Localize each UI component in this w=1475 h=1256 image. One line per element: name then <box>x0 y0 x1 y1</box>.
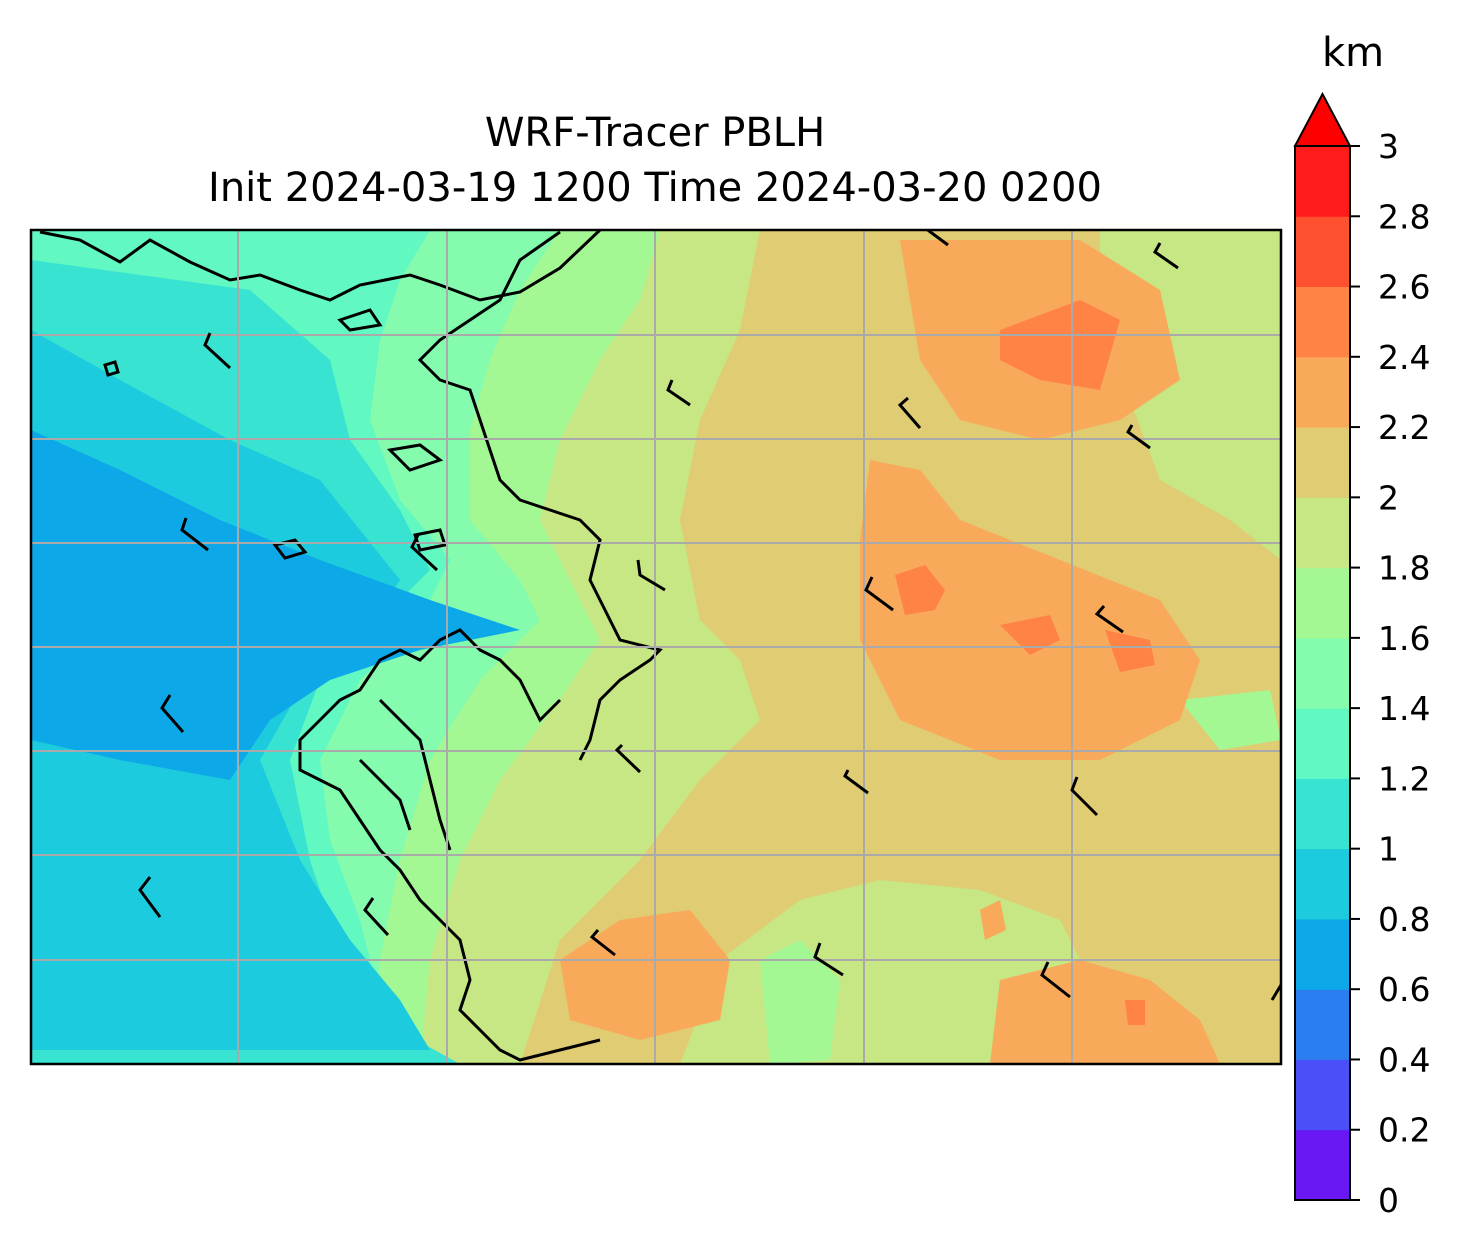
colorbar-swatch <box>1295 1129 1350 1201</box>
colorbar-tick-label: 2 <box>1378 478 1399 517</box>
colorbar-unit-label: km <box>1322 30 1385 76</box>
field-2p4-max-c <box>895 565 945 615</box>
colorbar-swatch <box>1295 637 1350 709</box>
field-2p2-se <box>990 960 1220 1064</box>
colorbar-tick-label: 2.6 <box>1378 268 1430 307</box>
colorbar-swatch <box>1295 146 1350 217</box>
colorbar-swatch <box>1295 567 1350 639</box>
colorbar-swatch <box>1295 427 1350 498</box>
colorbar-tick-label: 1.8 <box>1378 549 1430 588</box>
colorbar-tick-label: 1.4 <box>1378 689 1430 728</box>
colorbar: 0 0.2 0.4 0.6 0.8 1 1.2 1.4 1.6 1.8 2 2.2 2.4 2.6 2.8 3 <box>1293 91 1430 1220</box>
coastline-island1 <box>272 538 308 560</box>
coastline-main <box>39 230 663 1062</box>
colorbar-tick-label: 1 <box>1378 830 1399 869</box>
colorbar-swatch <box>1295 286 1350 358</box>
wind-barb <box>897 396 922 429</box>
field-2p4-max-e <box>1000 615 1060 655</box>
wind-barb <box>1153 242 1179 270</box>
colorbar-swatch <box>1295 778 1350 850</box>
colorbar-tick-label: 0 <box>1378 1181 1399 1220</box>
colorbar-swatch <box>1295 356 1350 428</box>
wind-barb <box>636 559 666 592</box>
map-subtitle: Init 2024-03-19 1200 Time 2024-03-20 020… <box>208 165 1102 211</box>
colorbar-tick-label: 0.2 <box>1378 1111 1430 1150</box>
colorbar-swatch <box>1295 1059 1350 1131</box>
field-1p6-patch2 <box>1180 690 1281 750</box>
field-1p6-patch <box>760 940 840 1064</box>
colorbar-swatch <box>1295 708 1350 779</box>
colorbar-tick-label: 0.4 <box>1378 1040 1430 1079</box>
field-2p2-small <box>980 900 1006 940</box>
wind-barb <box>410 534 439 572</box>
colorbar-swatch <box>1295 989 1350 1060</box>
colorbar-tick-label: 1.6 <box>1378 619 1430 658</box>
wind-barb <box>1126 424 1151 450</box>
coastline-island2 <box>413 528 447 552</box>
colorbar-tick-label: 2.4 <box>1378 338 1430 377</box>
colorbar-swatch <box>1295 848 1350 920</box>
colorbar-tick-label: 1.2 <box>1378 759 1430 798</box>
wind-barb <box>666 379 691 407</box>
field-0p6-core <box>31 430 520 780</box>
wind-barb <box>864 576 894 612</box>
colorbar-tick-label: 2.8 <box>1378 197 1430 236</box>
field-2p4-max-ne <box>1000 300 1120 390</box>
field-2p4-max-s <box>1125 1000 1145 1025</box>
wind-barb <box>160 694 185 733</box>
wind-barb <box>614 743 642 774</box>
wind-barb <box>813 942 844 977</box>
colorbar-extend-arrow <box>1293 91 1352 147</box>
field-2p2-south <box>560 910 730 1040</box>
colorbar-tick-label: 2.2 <box>1378 408 1430 447</box>
wind-barb <box>138 876 162 918</box>
map-title: WRF-Tracer PBLH <box>484 110 826 156</box>
colorbar-tick-label: 0.6 <box>1378 970 1430 1009</box>
colorbar-swatch <box>1295 497 1350 569</box>
gridlines <box>31 230 1281 1064</box>
wind-barb <box>203 332 232 370</box>
wind-barb <box>1094 605 1124 634</box>
coastline <box>39 230 1281 1062</box>
colorbar-tick-label: 3 <box>1378 127 1399 166</box>
wind-barb <box>589 929 616 957</box>
wind-barb <box>1040 961 1071 999</box>
coastline-inlet1 <box>337 308 383 332</box>
wind-barb <box>1070 776 1099 817</box>
wind-barb <box>180 517 209 552</box>
wind-barbs <box>138 230 1179 999</box>
colorbar-swatch <box>1295 918 1350 990</box>
wind-barb <box>843 769 869 795</box>
field-2p2-central <box>860 460 1200 760</box>
coastline-tip <box>1270 984 1281 1001</box>
colorbar-tick-label: 0.8 <box>1378 900 1430 939</box>
coastline-inlet2 <box>386 443 444 472</box>
colorbar-outline <box>1294 145 1351 1201</box>
colorbar-swatch <box>1295 216 1350 288</box>
coastline-inner <box>358 698 452 851</box>
coastline-island3 <box>103 360 120 377</box>
map-frame <box>29 228 1283 1066</box>
wind-barb <box>363 897 390 937</box>
field-2p4-max-e2 <box>1105 630 1155 672</box>
